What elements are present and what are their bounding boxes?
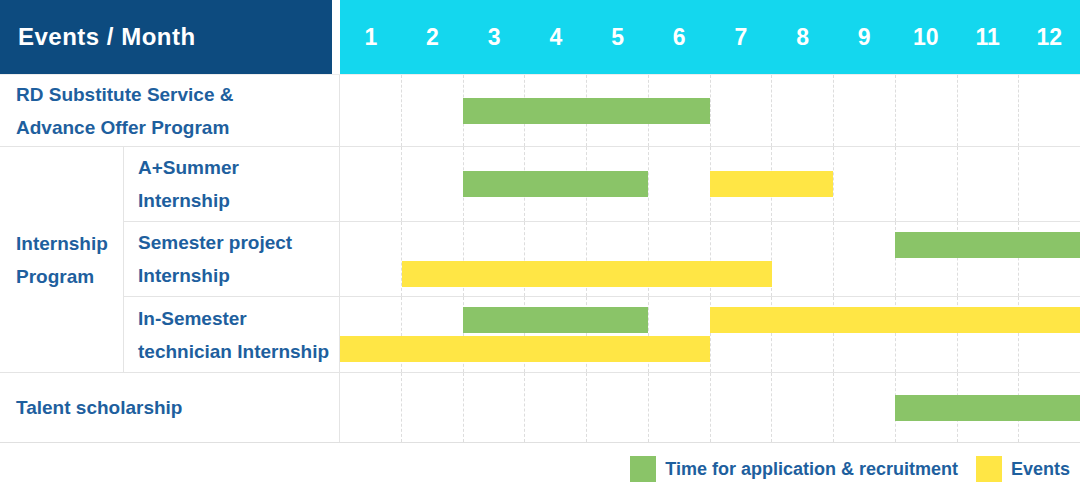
group-label-cell: InternshipProgram xyxy=(0,147,124,372)
application-color-swatch xyxy=(630,456,656,482)
row-label-line: Advance Offer Program xyxy=(16,111,339,144)
month-header-6: 6 xyxy=(648,0,710,74)
event-bar xyxy=(710,171,833,197)
month-header-1: 1 xyxy=(340,0,402,74)
row-label-cell: Talent scholarship xyxy=(0,373,340,442)
row-label-line: technician Internship xyxy=(138,335,339,368)
row-label-cell: RD Substitute Service &Advance Offer Pro… xyxy=(0,75,340,146)
events-month-header-cell: Events / Month xyxy=(0,0,332,74)
bar-lane xyxy=(340,98,1080,124)
month-header-5: 5 xyxy=(587,0,649,74)
application-bar xyxy=(463,98,710,124)
row-label-line: A+Summer xyxy=(138,151,339,184)
month-header-9: 9 xyxy=(833,0,895,74)
row-label-line: Talent scholarship xyxy=(16,391,339,424)
month-header-4: 4 xyxy=(525,0,587,74)
row-in-semester-technician-internship: In-Semestertechnician Internship xyxy=(124,296,1080,372)
month-header-3: 3 xyxy=(463,0,525,74)
row-label-line: Semester project xyxy=(138,226,339,259)
chart-cell xyxy=(340,147,1080,221)
row-a-summer-internship: A+SummerInternship xyxy=(124,147,1080,221)
table-body: RD Substitute Service &Advance Offer Pro… xyxy=(0,74,1080,443)
row-label-line: Program xyxy=(16,260,123,293)
bar-lane xyxy=(340,336,1080,362)
month-header-7: 7 xyxy=(710,0,772,74)
row-label-line: Internship xyxy=(138,184,339,217)
legend-item-events: Events xyxy=(976,456,1070,482)
bar-lanes xyxy=(340,222,1080,296)
bar-lane xyxy=(340,232,1080,258)
row-label-line: Internship xyxy=(138,259,339,292)
month-header-10: 10 xyxy=(895,0,957,74)
chart-cell xyxy=(340,75,1080,146)
chart-cell xyxy=(340,297,1080,372)
row-talent-scholarship: Talent scholarship xyxy=(0,372,1080,442)
row-label-cell: Semester projectInternship xyxy=(124,222,340,296)
legend-item-application: Time for application & recruitment xyxy=(630,456,958,482)
event-bar xyxy=(402,261,772,287)
bar-lane xyxy=(340,307,1080,333)
application-bar xyxy=(895,395,1080,421)
bar-lane xyxy=(340,171,1080,197)
month-header-2: 2 xyxy=(402,0,464,74)
month-header-11: 11 xyxy=(957,0,1019,74)
chart-cell xyxy=(340,373,1080,442)
bar-lane xyxy=(340,395,1080,421)
bar-lanes xyxy=(340,75,1080,146)
group-rows: A+SummerInternshipSemester projectIntern… xyxy=(124,147,1080,372)
month-header-12: 12 xyxy=(1018,0,1080,74)
row-label-cell: In-Semestertechnician Internship xyxy=(124,297,340,372)
row-label-line: In-Semester xyxy=(138,302,339,335)
bar-lanes xyxy=(340,373,1080,442)
row-label-line: RD Substitute Service & xyxy=(16,78,339,111)
application-bar xyxy=(895,232,1080,258)
row-rd-substitute-service-advance-offer-program: RD Substitute Service &Advance Offer Pro… xyxy=(0,75,1080,146)
event-bar xyxy=(340,336,710,362)
bar-lane xyxy=(340,261,1080,287)
internship-program-group: InternshipProgramA+SummerInternshipSemes… xyxy=(0,146,1080,372)
event-color-swatch xyxy=(976,456,1002,482)
application-bar xyxy=(463,307,648,333)
table-header: Events / Month 123456789101112 xyxy=(0,0,1080,74)
row-label-line: Internship xyxy=(16,227,123,260)
row-label-cell: A+SummerInternship xyxy=(124,147,340,221)
month-header-cells: 123456789101112 xyxy=(340,0,1080,74)
legend-label-events: Events xyxy=(1011,459,1070,480)
application-bar xyxy=(463,171,648,197)
legend: Time for application & recruitment Event… xyxy=(0,456,1080,482)
month-header-8: 8 xyxy=(772,0,834,74)
bar-lanes xyxy=(340,297,1080,372)
row-semester-project-internship: Semester projectInternship xyxy=(124,221,1080,296)
chart-cell xyxy=(340,222,1080,296)
events-month-title: Events / Month xyxy=(18,23,196,51)
legend-label-application: Time for application & recruitment xyxy=(665,459,958,480)
event-bar xyxy=(710,307,1080,333)
bar-lanes xyxy=(340,147,1080,221)
